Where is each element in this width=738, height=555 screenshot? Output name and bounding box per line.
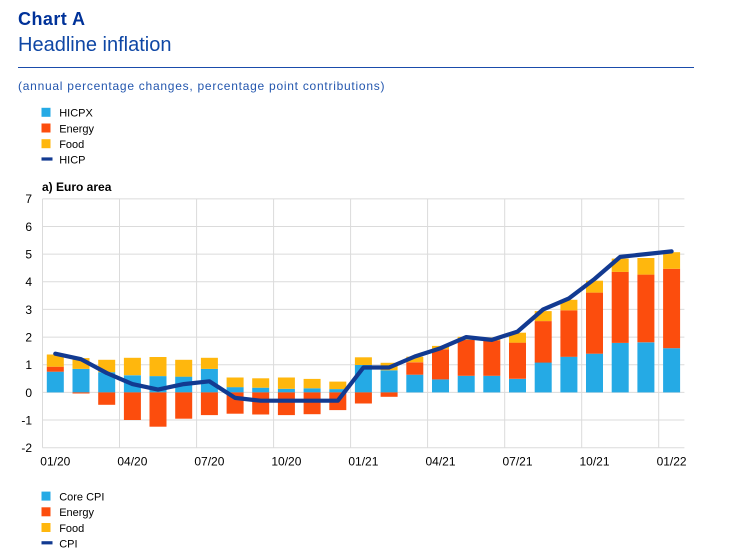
svg-text:1: 1 bbox=[25, 358, 32, 372]
svg-text:2: 2 bbox=[25, 331, 32, 345]
svg-text:6: 6 bbox=[25, 220, 32, 234]
svg-text:10/20: 10/20 bbox=[271, 455, 301, 469]
svg-text:Core CPI: Core CPI bbox=[59, 492, 104, 504]
svg-text:5: 5 bbox=[25, 248, 32, 262]
svg-text:a) Euro area: a) Euro area bbox=[42, 180, 112, 194]
svg-text:Food: Food bbox=[59, 139, 84, 151]
svg-text:01/20: 01/20 bbox=[40, 455, 70, 469]
svg-text:04/20: 04/20 bbox=[117, 455, 147, 469]
svg-text:CPI: CPI bbox=[59, 539, 77, 551]
svg-text:01/21: 01/21 bbox=[348, 455, 378, 469]
svg-text:01/22: 01/22 bbox=[657, 455, 687, 469]
svg-text:4: 4 bbox=[25, 275, 32, 289]
svg-text:Energy: Energy bbox=[59, 507, 94, 519]
svg-text:Food: Food bbox=[59, 523, 84, 535]
svg-text:10/21: 10/21 bbox=[579, 455, 609, 469]
svg-text:-2: -2 bbox=[21, 441, 32, 455]
svg-text:07/20: 07/20 bbox=[194, 455, 224, 469]
svg-text:-1: -1 bbox=[21, 413, 32, 427]
svg-text:7: 7 bbox=[25, 192, 32, 206]
svg-text:Energy: Energy bbox=[59, 123, 94, 135]
svg-text:HICP: HICP bbox=[59, 155, 85, 167]
svg-text:07/21: 07/21 bbox=[502, 455, 532, 469]
svg-text:3: 3 bbox=[25, 303, 32, 317]
svg-text:HICPX: HICPX bbox=[59, 108, 93, 120]
svg-text:0: 0 bbox=[25, 386, 32, 400]
svg-text:04/21: 04/21 bbox=[425, 455, 455, 469]
